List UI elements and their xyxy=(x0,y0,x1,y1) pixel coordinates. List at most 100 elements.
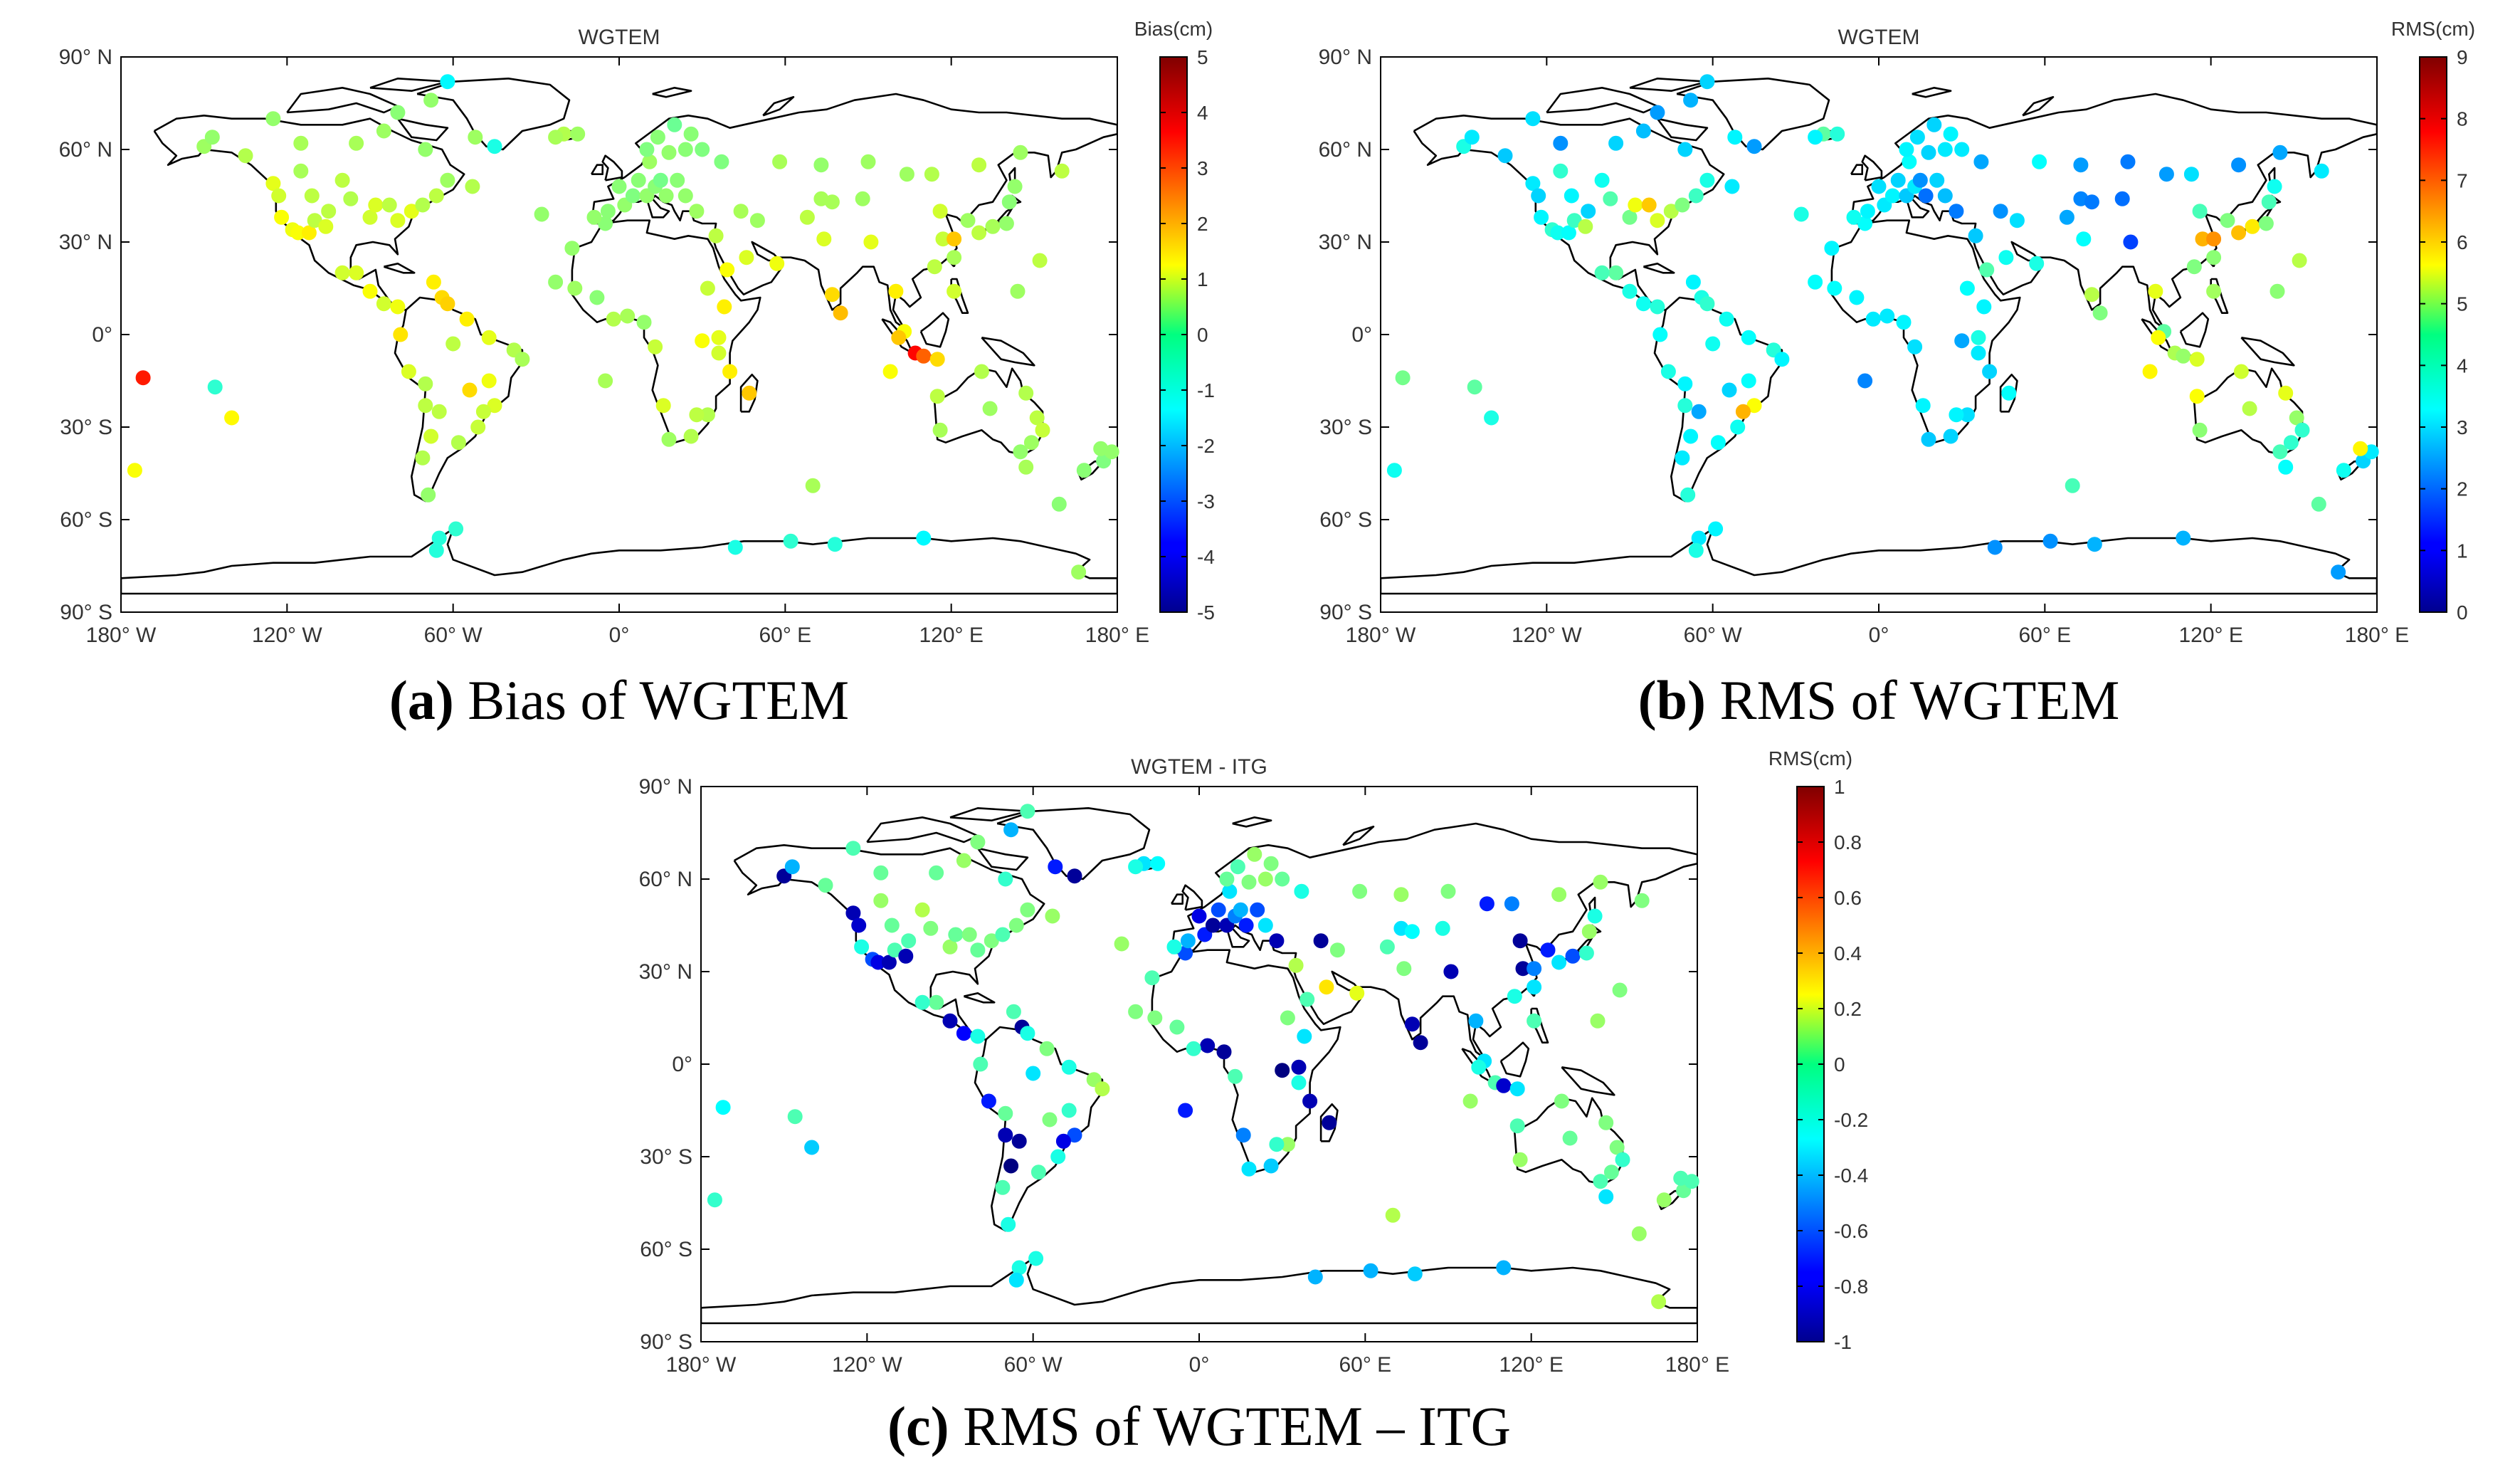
station-marker xyxy=(515,352,530,367)
colorbar-label: RMS(cm) xyxy=(1768,747,1852,769)
station-marker xyxy=(304,188,320,204)
station-marker xyxy=(845,905,861,921)
station-markers xyxy=(707,804,1699,1310)
station-marker xyxy=(362,209,378,225)
station-marker xyxy=(431,404,447,419)
station-marker xyxy=(2336,463,2351,478)
station-marker xyxy=(1440,883,1456,899)
station-marker xyxy=(2311,496,2326,512)
station-marker xyxy=(1144,970,1160,986)
station-marker xyxy=(1275,1063,1290,1078)
station-marker xyxy=(1677,376,1693,391)
station-marker xyxy=(343,191,359,206)
station-marker xyxy=(1943,126,1958,142)
station-marker xyxy=(1076,463,1092,478)
station-marker xyxy=(1993,204,2008,219)
station-marker xyxy=(401,364,416,379)
station-marker xyxy=(1114,936,1129,952)
station-marker xyxy=(1003,822,1019,838)
station-marker xyxy=(1509,1081,1525,1097)
station-marker xyxy=(1007,179,1023,194)
station-marker xyxy=(1219,871,1235,887)
coastline xyxy=(1499,1041,1530,1078)
station-marker xyxy=(1386,463,1402,478)
colorbar-label: Bias(cm) xyxy=(1134,18,1213,40)
panel-title: WGTEM - ITG xyxy=(1131,755,1267,779)
station-marker xyxy=(1258,918,1273,933)
station-marker xyxy=(1534,209,1549,225)
station-marker xyxy=(851,918,867,933)
panel-caption: (a) Bias of WGTEM xyxy=(389,669,849,731)
station-marker xyxy=(683,126,699,142)
station-marker xyxy=(981,1093,996,1109)
station-marker xyxy=(376,123,391,139)
station-marker xyxy=(1973,154,1989,169)
station-marker xyxy=(653,172,668,188)
station-marker xyxy=(1280,1010,1295,1026)
station-marker xyxy=(1727,130,1743,145)
station-marker xyxy=(1656,1192,1672,1208)
station-marker xyxy=(1051,496,1067,512)
station-marker xyxy=(238,148,253,164)
station-marker xyxy=(667,117,682,132)
station-marker xyxy=(2073,157,2089,173)
colorbar-tick-label: 0.8 xyxy=(1834,831,1862,853)
station-marker xyxy=(1509,1118,1525,1134)
station-marker xyxy=(1464,130,1480,145)
station-marker xyxy=(1178,1103,1193,1118)
coastline xyxy=(919,312,950,348)
station-marker xyxy=(805,478,821,493)
station-marker xyxy=(1677,142,1693,157)
station-marker xyxy=(2278,385,2294,401)
station-marker xyxy=(428,542,444,558)
colorbar xyxy=(2419,56,2447,613)
station-marker xyxy=(960,213,976,228)
station-marker xyxy=(970,834,986,850)
station-marker xyxy=(1297,1029,1312,1044)
station-marker xyxy=(293,163,309,179)
station-marker xyxy=(1578,219,1593,234)
station-marker xyxy=(1352,883,1368,899)
station-marker xyxy=(1001,1216,1016,1232)
coastline xyxy=(1170,893,1183,905)
station-marker xyxy=(742,385,757,401)
station-marker xyxy=(1896,315,1912,330)
station-marker xyxy=(1982,364,1998,379)
station-marker xyxy=(481,330,497,345)
station-marker xyxy=(1902,154,1917,169)
colorbar-tick-label: 0 xyxy=(2457,601,2468,624)
caption-letter: (c) xyxy=(887,1395,949,1457)
station-marker xyxy=(2084,194,2099,210)
caption-letter: (a) xyxy=(389,669,454,731)
lat-tick-label: 90° N xyxy=(639,775,692,799)
station-marker xyxy=(1954,333,1970,349)
station-marker xyxy=(1396,961,1412,977)
station-marker xyxy=(1849,290,1865,305)
station-marker xyxy=(1691,530,1707,546)
lat-tick-label: 30° S xyxy=(1319,416,1372,439)
station-marker xyxy=(1673,1170,1689,1186)
station-marker xyxy=(860,154,876,169)
coastline xyxy=(1319,1103,1339,1142)
station-marker xyxy=(1921,144,1936,160)
station-marker xyxy=(606,311,621,327)
station-marker xyxy=(1634,893,1650,908)
station-marker xyxy=(2032,154,2047,169)
station-marker xyxy=(1263,856,1279,871)
lat-tick-label: 90° N xyxy=(59,46,112,69)
station-marker xyxy=(1622,283,1638,299)
station-marker xyxy=(2294,422,2310,438)
station-marker xyxy=(1467,379,1482,395)
station-marker xyxy=(548,130,564,145)
station-marker xyxy=(1008,918,1024,933)
station-marker xyxy=(2231,157,2247,173)
map-frame xyxy=(120,56,1118,613)
station-marker xyxy=(1435,920,1450,936)
lat-tick-label: 60° S xyxy=(60,508,112,532)
station-marker xyxy=(224,410,240,426)
station-marker xyxy=(1884,188,1900,204)
station-marker xyxy=(1998,250,2014,266)
station-marker xyxy=(1395,370,1411,386)
station-marker xyxy=(784,859,800,875)
station-marker xyxy=(689,407,705,423)
